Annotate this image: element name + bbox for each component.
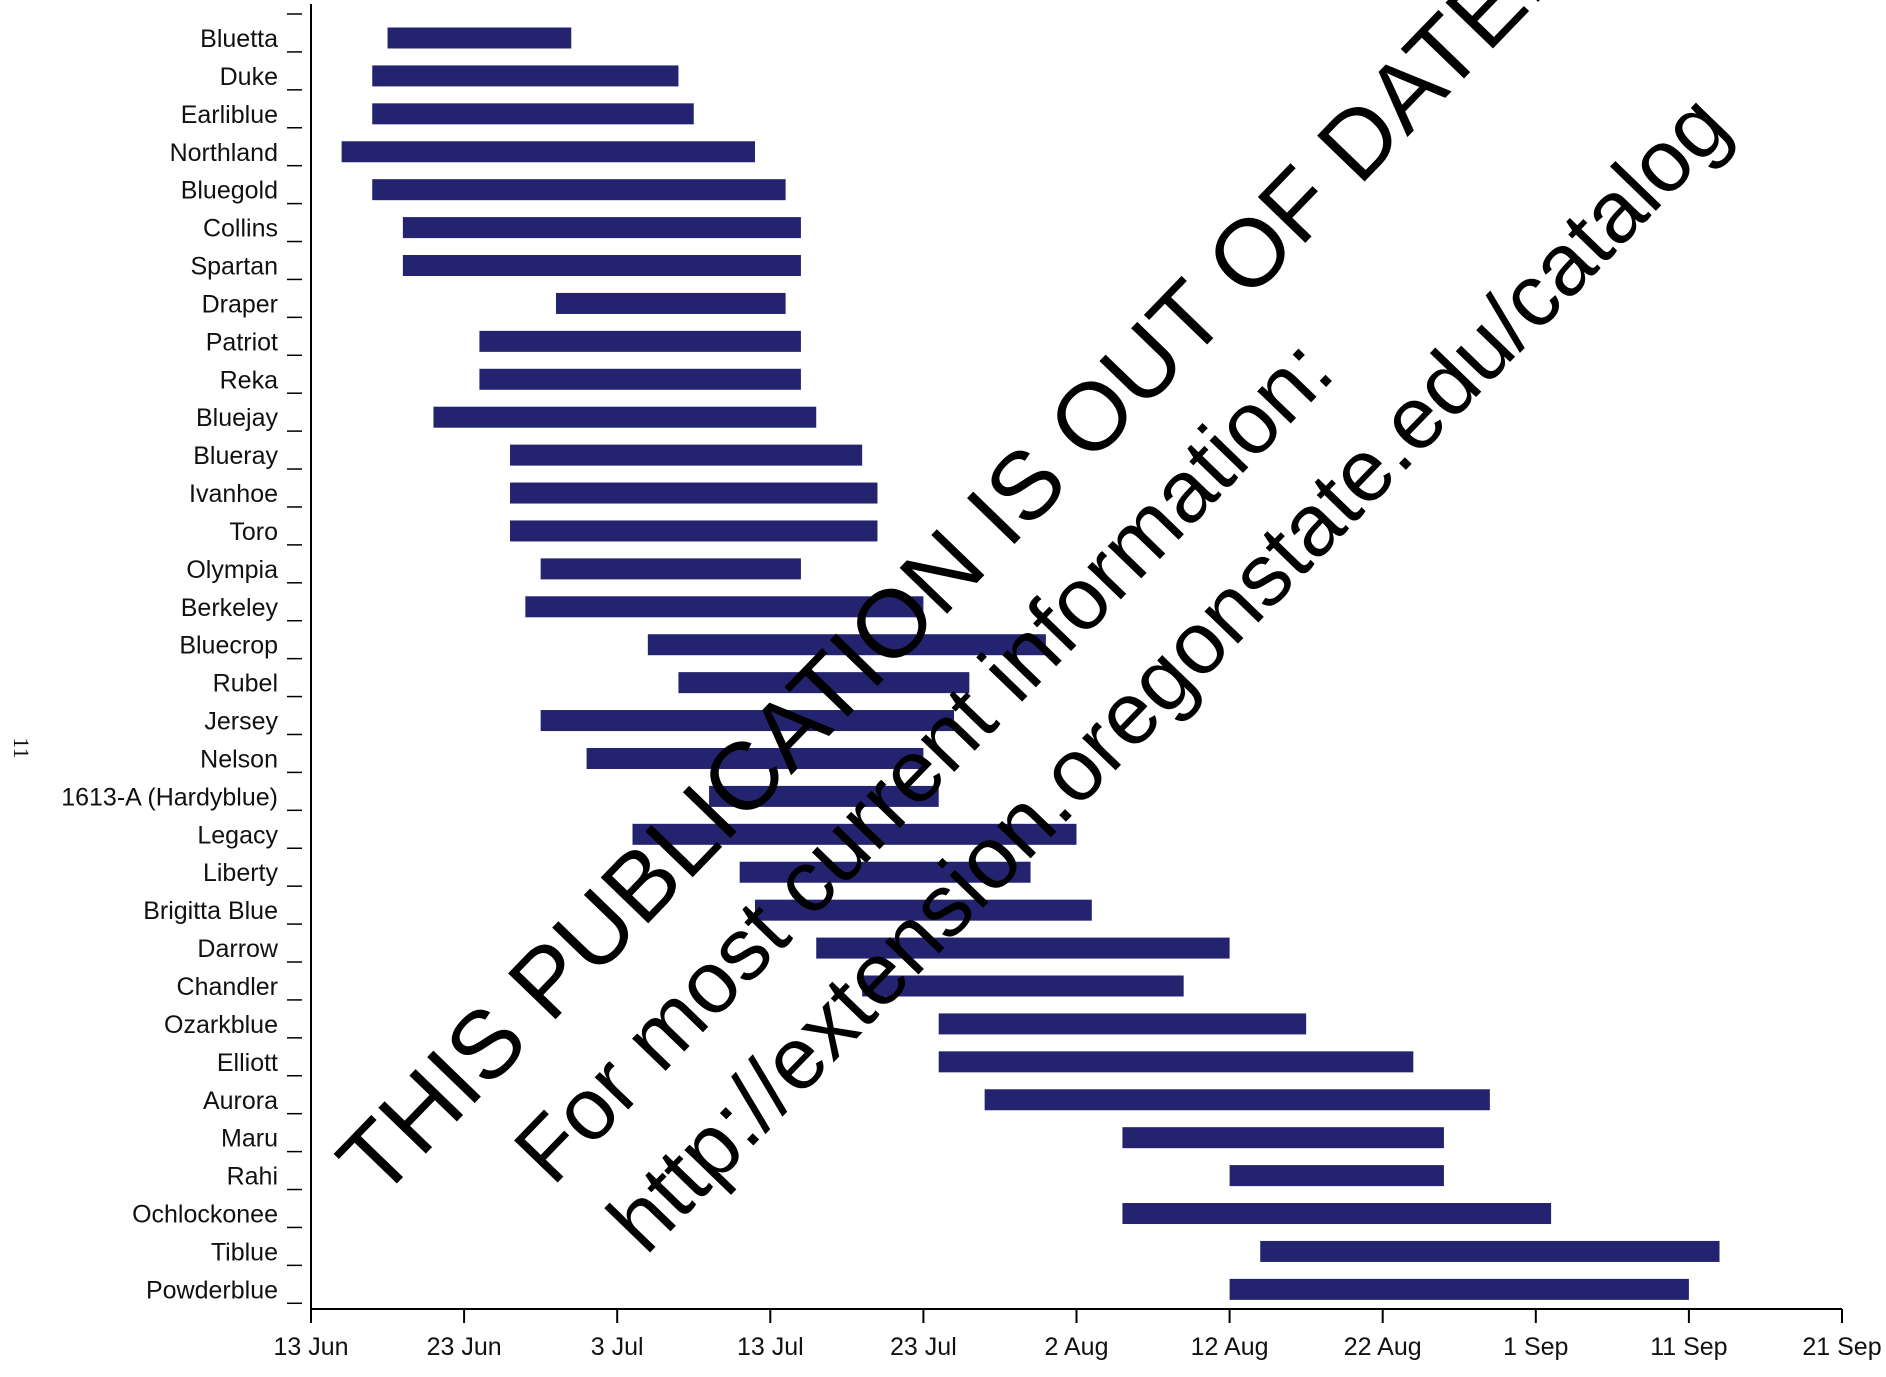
watermark: THIS PUBLICATION IS OUT OF DATE. For mos…: [318, 0, 1747, 1270]
bar-reka: [479, 368, 801, 390]
category-label-blueray: Blueray: [193, 442, 278, 470]
bar-olympia: [540, 558, 801, 580]
bar-bluetta: [387, 27, 572, 49]
bar-bluegold: [372, 179, 786, 201]
category-label-1613-a-hardyblue: 1613-A (Hardyblue): [61, 783, 278, 811]
bar-aurora: [984, 1089, 1490, 1111]
bar-draper: [555, 292, 786, 314]
bar-berkeley: [525, 596, 924, 618]
category-label-olympia: Olympia: [186, 556, 278, 584]
bar-nelson: [586, 747, 924, 769]
x-tick-labels: 13 Jun 23 Jun 3 Jul 13 Jul 23 Jul 2 Aug 12 Aug…: [273, 1333, 1881, 1361]
category-label-reka: Reka: [220, 366, 278, 394]
x-tick-label-12-aug: 12 Aug: [1191, 1333, 1269, 1361]
category-label-ivanhoe: Ivanhoe: [189, 480, 278, 508]
bar-blueray: [510, 444, 863, 466]
bar-bluecrop: [647, 634, 1046, 656]
x-tick-label-13-jun: 13 Jun: [273, 1333, 348, 1361]
category-label-aurora: Aurora: [203, 1087, 278, 1115]
x-tick-label-13-jul: 13 Jul: [737, 1333, 804, 1361]
bar-tiblue: [1260, 1240, 1720, 1262]
category-label-rubel: Rubel: [213, 670, 278, 698]
bar-ochlockonee: [1122, 1203, 1552, 1225]
category-label-ozarkblue: Ozarkblue: [164, 1011, 278, 1039]
category-label-patriot: Patriot: [206, 328, 278, 356]
bar-darrow: [816, 937, 1230, 959]
category-labels: Bluetta Duke Earliblue Northland Bluegold Col…: [61, 25, 279, 1304]
category-label-maru: Maru: [221, 1125, 278, 1153]
category-label-legacy: Legacy: [197, 821, 278, 849]
x-tick-label-11-sep: 11 Sep: [1650, 1333, 1727, 1361]
category-label-collins: Collins: [203, 215, 278, 243]
category-label-northland: Northland: [170, 139, 278, 167]
bars-layer: [341, 27, 1720, 1300]
bar-patriot: [479, 330, 801, 352]
x-tick-label-2-aug: 2 Aug: [1045, 1333, 1109, 1361]
category-label-bluetta: Bluetta: [200, 25, 278, 53]
bar-toro: [510, 520, 878, 542]
bar-duke: [372, 65, 679, 87]
bar-earliblue: [372, 103, 694, 125]
category-label-earliblue: Earliblue: [181, 101, 278, 129]
category-label-liberty: Liberty: [203, 859, 279, 887]
category-label-brigitta-blue: Brigitta Blue: [143, 897, 278, 925]
bar-ozarkblue: [938, 1013, 1307, 1035]
category-label-toro: Toro: [229, 518, 278, 546]
category-label-ochlockonee: Ochlockonee: [132, 1201, 278, 1229]
category-label-jersey: Jersey: [204, 708, 278, 736]
category-label-tiblue: Tiblue: [211, 1238, 278, 1266]
bar-legacy: [632, 823, 1077, 845]
bar-brigitta-blue: [754, 899, 1092, 921]
category-label-duke: Duke: [220, 63, 278, 91]
axis-layer: [287, 4, 1843, 1323]
x-tick-label-22-aug: 22 Aug: [1344, 1333, 1422, 1361]
category-label-powderblue: Powderblue: [146, 1276, 278, 1304]
category-label-bluejay: Bluejay: [196, 404, 278, 432]
x-tick-label-23-jun: 23 Jun: [427, 1333, 502, 1361]
x-tick-label-3-jul: 3 Jul: [591, 1333, 644, 1361]
category-label-nelson: Nelson: [200, 745, 278, 773]
category-label-darrow: Darrow: [197, 935, 279, 963]
bar-bluejay: [433, 406, 817, 428]
bar-liberty: [739, 861, 1031, 883]
bar-collins: [402, 217, 801, 239]
category-label-chandler: Chandler: [177, 973, 278, 1001]
category-label-draper: Draper: [202, 290, 278, 318]
x-tick-label-1-sep: 1 Sep: [1503, 1333, 1568, 1361]
category-label-bluegold: Bluegold: [181, 177, 278, 205]
bar-1613-a-hardyblue: [709, 785, 939, 807]
category-label-berkeley: Berkeley: [181, 594, 279, 622]
bar-elliott: [938, 1051, 1414, 1073]
bar-rubel: [678, 672, 970, 694]
category-label-spartan: Spartan: [190, 253, 278, 281]
bar-spartan: [402, 255, 801, 277]
bar-rahi: [1229, 1165, 1444, 1187]
category-label-rahi: Rahi: [227, 1163, 278, 1191]
bar-chandler: [862, 975, 1184, 997]
bar-jersey: [540, 710, 955, 732]
x-tick-label-23-jul: 23 Jul: [890, 1333, 957, 1361]
bar-northland: [341, 141, 755, 163]
category-label-bluecrop: Bluecrop: [179, 632, 278, 660]
bar-powderblue: [1229, 1278, 1689, 1300]
page-number: 11: [9, 737, 34, 758]
x-tick-label-21-sep: 21 Sep: [1802, 1333, 1881, 1361]
bar-maru: [1122, 1127, 1444, 1149]
category-label-elliott: Elliott: [217, 1049, 278, 1077]
bar-ivanhoe: [510, 482, 878, 504]
